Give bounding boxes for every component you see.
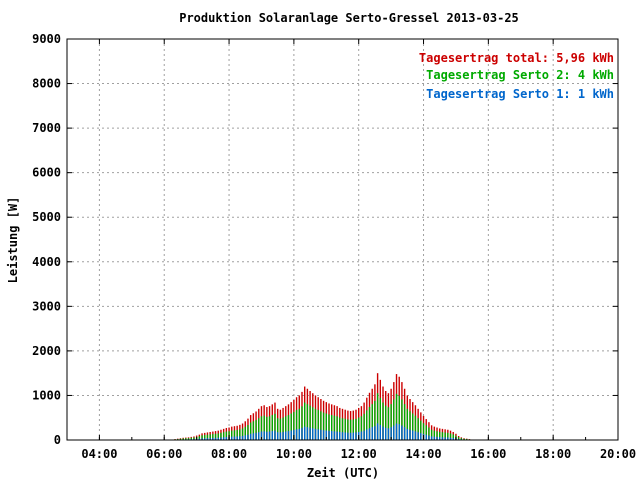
x-tick-label: 06:00 xyxy=(146,447,182,461)
y-axis-label: Leistung [W] xyxy=(6,197,20,284)
x-tick-label: 12:00 xyxy=(341,447,377,461)
y-tick-label: 1000 xyxy=(32,388,61,402)
chart-title: Produktion Solaranlage Serto-Gressel 201… xyxy=(179,11,519,25)
y-tick-label: 0 xyxy=(54,433,61,447)
legend-serto-2: Tagesertrag Serto 2: 4 kWh xyxy=(426,68,614,82)
y-tick-label: 6000 xyxy=(32,166,61,180)
plot-frame xyxy=(66,38,619,441)
y-tick-label: 4000 xyxy=(32,255,61,269)
x-tick-label: 18:00 xyxy=(535,447,571,461)
x-tick-label: 20:00 xyxy=(600,447,636,461)
x-tick-label: 14:00 xyxy=(405,447,441,461)
x-tick-label: 04:00 xyxy=(81,447,117,461)
grid xyxy=(67,39,618,440)
bars xyxy=(174,373,473,440)
legend: Tagesertrag total: 5,96 kWh Tagesertrag … xyxy=(419,51,614,101)
x-tick-label: 16:00 xyxy=(470,447,506,461)
legend-total: Tagesertrag total: 5,96 kWh xyxy=(419,51,614,65)
y-tick-label: 3000 xyxy=(32,299,61,313)
x-tick-label: 08:00 xyxy=(211,447,247,461)
x-axis-label: Zeit (UTC) xyxy=(307,466,379,480)
x-tick-label: 10:00 xyxy=(276,447,312,461)
legend-serto-1: Tagesertrag Serto 1: 1 kWh xyxy=(426,87,614,101)
y-tick-label: 2000 xyxy=(32,344,61,358)
y-tick-label: 9000 xyxy=(32,32,61,46)
y-tick-label: 7000 xyxy=(32,121,61,135)
y-tick-label: 5000 xyxy=(32,210,61,224)
y-tick-label: 8000 xyxy=(32,77,61,91)
